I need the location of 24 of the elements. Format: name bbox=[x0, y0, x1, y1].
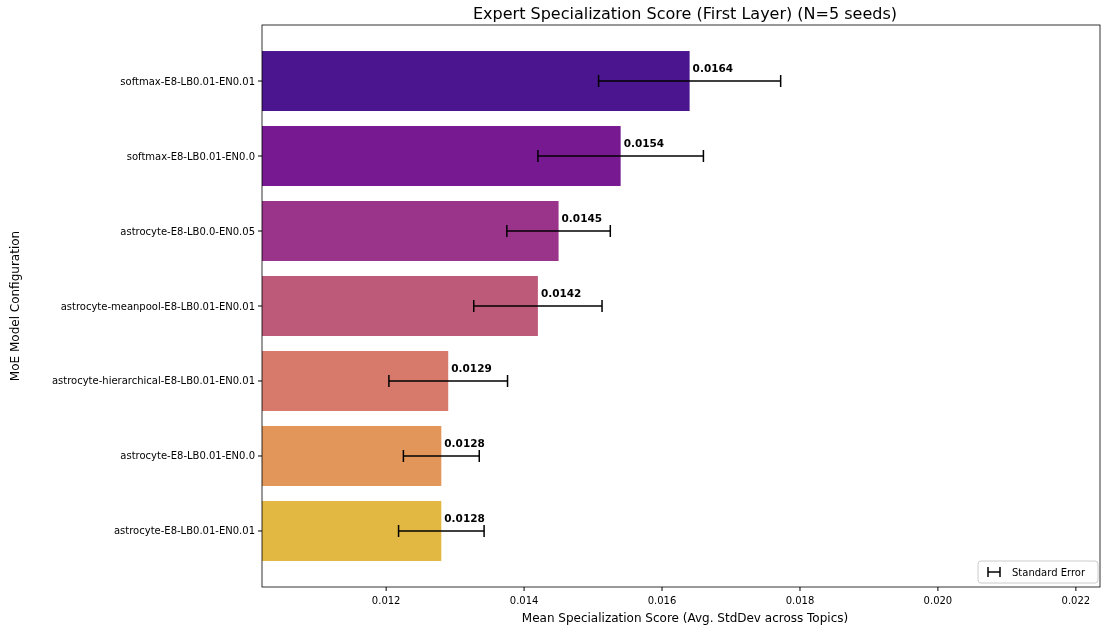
y-tick-label: astrocyte-E8-LB0.01-EN0.0 bbox=[120, 450, 255, 462]
data-label: 0.0154 bbox=[623, 137, 665, 150]
chart-title: Expert Specialization Score (First Layer) (N=5 seeds) bbox=[472, 4, 898, 23]
x-axis-title: Mean Specialization Score (Avg. StdDev across Topics) bbox=[521, 611, 849, 625]
y-axis-title: MoE Model Configuration bbox=[8, 230, 22, 382]
x-tick-label: 0.014 bbox=[509, 595, 539, 606]
y-tick-label: softmax-E8-LB0.01-EN0.0 bbox=[126, 150, 255, 162]
y-tick-label: astrocyte-E8-LB0.01-EN0.01 bbox=[113, 525, 255, 537]
data-label: 0.0145 bbox=[561, 212, 603, 225]
data-label: 0.0164 bbox=[692, 62, 734, 75]
y-tick-label: astrocyte-hierarchical-E8-LB0.01-EN0.01 bbox=[51, 375, 255, 387]
data-label: 0.0128 bbox=[444, 436, 485, 449]
x-tick-label: 0.018 bbox=[785, 595, 815, 606]
x-tick-label: 0.012 bbox=[371, 595, 401, 606]
x-tick-label: 0.022 bbox=[1061, 595, 1091, 606]
y-tick-label: astrocyte-meanpool-E8-LB0.01-EN0.01 bbox=[60, 300, 255, 312]
x-tick-label: 0.016 bbox=[647, 595, 677, 606]
data-label: 0.0128 bbox=[444, 511, 485, 524]
y-tick-label: astrocyte-E8-LB0.0-EN0.05 bbox=[120, 225, 255, 237]
y-tick-label: softmax-E8-LB0.01-EN0.01 bbox=[120, 75, 255, 87]
text: Standard Error bbox=[1012, 566, 1086, 578]
data-label: 0.0129 bbox=[451, 361, 492, 374]
x-tick-label: 0.020 bbox=[923, 595, 953, 606]
data-label: 0.0142 bbox=[540, 287, 582, 299]
